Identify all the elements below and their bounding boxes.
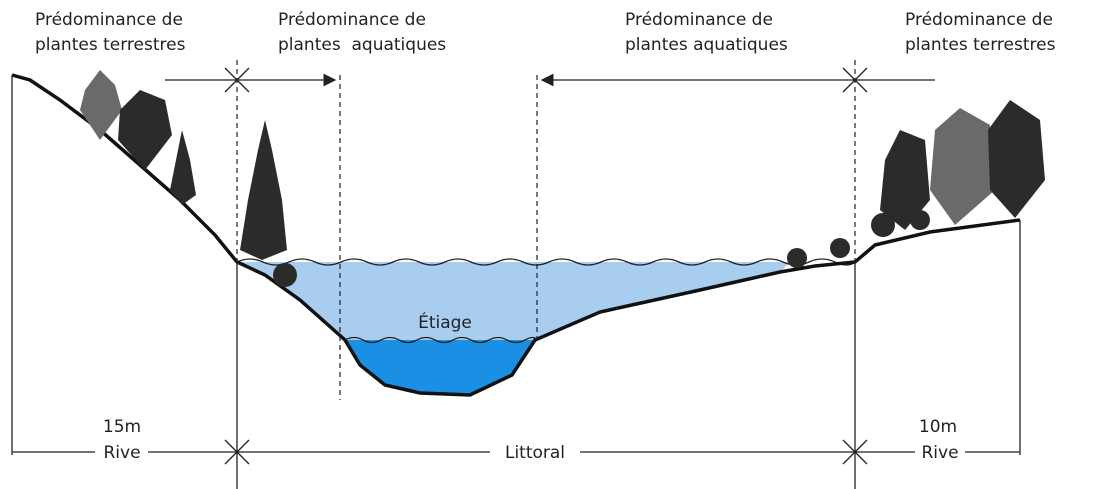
zone-label: Prédominance de [625,10,773,30]
zone-label: plantes terrestres [905,35,1056,55]
zone-label: plantes aquatiques [625,35,788,55]
water-label: Étiage [418,311,472,333]
dimension-name: Littoral [505,443,565,463]
zone-label: Prédominance de [905,10,1053,30]
dimension-width: 10m [919,417,957,437]
zone-label: plantes terrestres [35,35,186,55]
trees [80,70,1045,287]
dimension-width: 15m [103,417,141,437]
zone-label: Prédominance de [278,10,426,30]
high-water [237,262,790,340]
low-water [345,340,535,395]
dimension-name: Rive [921,443,958,463]
diagram: Prédominance de plantes terrestres Prédo… [0,0,1094,489]
zone-label: Prédominance de [35,10,183,30]
dimension-name: Rive [103,443,140,463]
zone-label: plantes aquatiques [278,35,446,55]
